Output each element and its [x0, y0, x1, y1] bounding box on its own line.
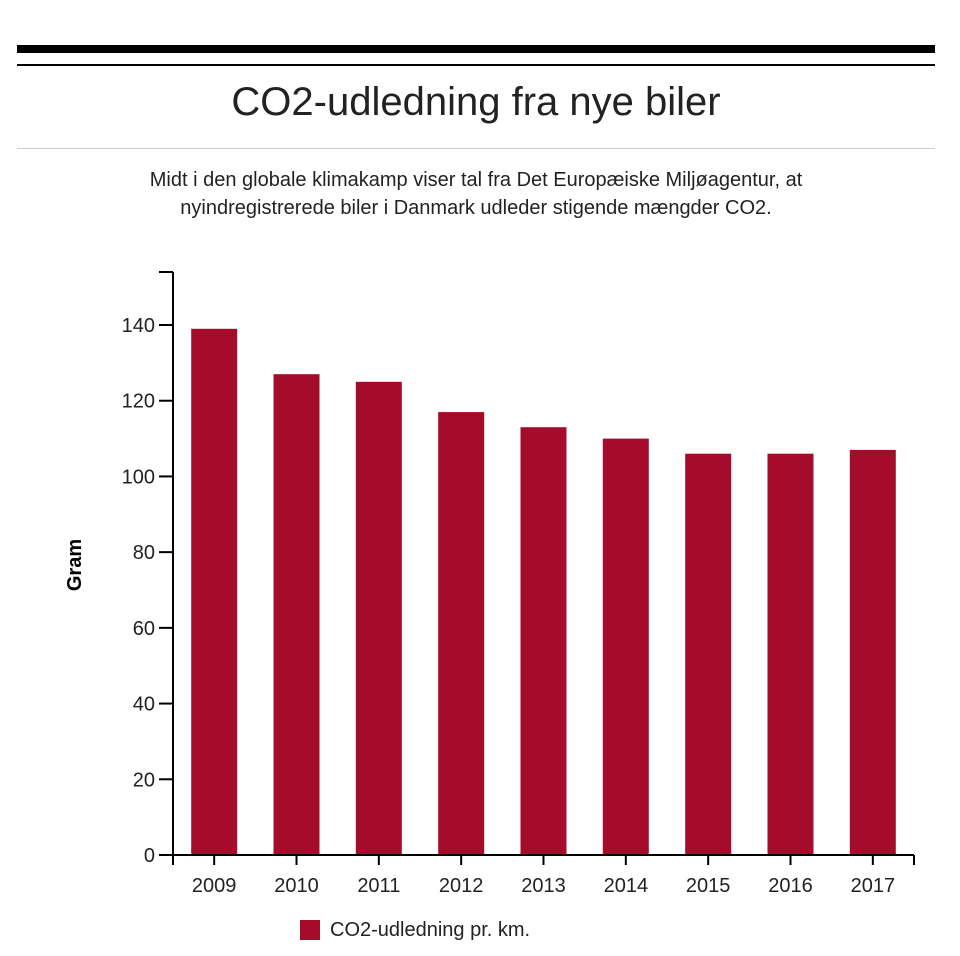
y-tick-label-100: 100 [122, 466, 155, 488]
bar-2011 [355, 381, 402, 855]
x-tick-label-2013: 2013 [521, 875, 566, 897]
y-tick-label-40: 40 [133, 694, 155, 716]
bar-2013 [520, 427, 567, 855]
x-tick-label-2014: 2014 [604, 875, 649, 897]
bar-2016 [767, 453, 814, 855]
bar-2015 [685, 453, 732, 855]
bar-2012 [438, 412, 485, 855]
x-tick-label-2011: 2011 [357, 875, 400, 897]
x-tick-label-2015: 2015 [686, 875, 731, 897]
x-tick-label-2017: 2017 [851, 875, 896, 897]
legend-swatch [300, 920, 320, 940]
y-tick-label-120: 120 [122, 391, 155, 413]
x-tick-label-2016: 2016 [768, 875, 813, 897]
x-tick-label-2010: 2010 [274, 875, 319, 897]
x-tick-label-2009: 2009 [192, 875, 237, 897]
header-rule-thin [17, 64, 935, 66]
bars-group [191, 328, 896, 855]
chart-title: CO2-udledning fra nye biler [231, 80, 721, 124]
bar-2017 [849, 449, 896, 855]
y-tick-label-0: 0 [144, 845, 155, 867]
y-tick-label-20: 20 [133, 769, 155, 791]
y-tick-label-140: 140 [122, 315, 155, 337]
bar-2009 [191, 328, 238, 855]
legend: CO2-udledning pr. km. [300, 916, 530, 944]
chart-subtitle: Midt i den globale klimakamp viser tal f… [20, 166, 932, 222]
bar-2010 [273, 374, 320, 855]
bar-2014 [602, 438, 649, 855]
y-tick-label-60: 60 [133, 618, 155, 640]
title-divider [17, 148, 935, 149]
y-axis-label: Gram [64, 539, 86, 591]
header-rule-thick [17, 45, 935, 53]
x-tick-label-2012: 2012 [439, 875, 484, 897]
axes-group: 0 20 40 60 80 100 120 140 2009 2010 2011 2012 2013 20… [122, 271, 915, 897]
legend-label: CO2-udledning pr. km. [330, 919, 531, 941]
y-tick-label-80: 80 [133, 542, 155, 564]
chart-subtitle-line-1: Midt i den globale klimakamp viser tal f… [149, 169, 803, 191]
chart-subtitle-line-2: nyindregistrerede biler i Danmark udlede… [180, 197, 772, 219]
